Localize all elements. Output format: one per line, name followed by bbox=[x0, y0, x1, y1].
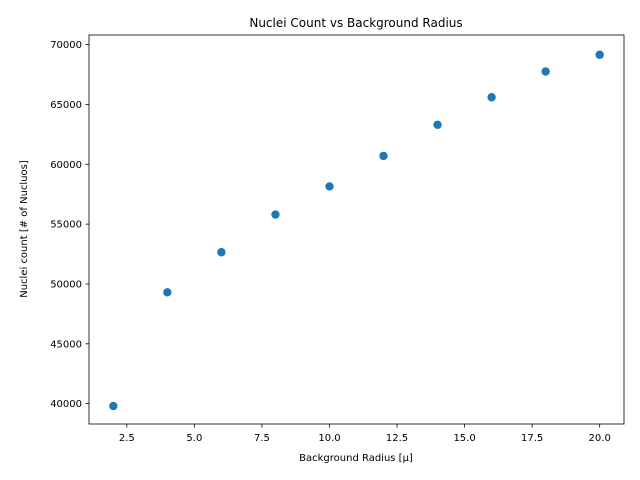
scatter-point bbox=[595, 50, 604, 59]
y-tick-label: 45000 bbox=[50, 339, 82, 350]
scatter-point bbox=[379, 151, 388, 161]
x-tick-label: 17.5 bbox=[521, 433, 543, 444]
scatter-point bbox=[487, 93, 496, 102]
y-tick-label: 50000 bbox=[50, 279, 82, 290]
x-tick-label: 10.0 bbox=[318, 433, 340, 444]
x-tick-label: 7.5 bbox=[254, 433, 270, 444]
data-points bbox=[109, 50, 604, 411]
y-axis-label: Nuclei count [# of Nucluos] bbox=[19, 160, 30, 298]
x-tick-label: 15.0 bbox=[453, 433, 475, 444]
y-axis-ticks: 40000 45000 50000 55000 60000 65000 70000 bbox=[50, 40, 89, 410]
y-tick-label: 70000 bbox=[50, 40, 82, 51]
x-tick-label: 2.5 bbox=[119, 433, 135, 444]
scatter-point bbox=[163, 288, 172, 297]
chart-title: Nuclei Count vs Background Radius bbox=[249, 16, 462, 30]
x-tick-label: 20.0 bbox=[589, 433, 611, 444]
x-tick-label: 5.0 bbox=[186, 433, 202, 444]
y-tick-label: 60000 bbox=[50, 160, 82, 171]
scatter-point bbox=[109, 401, 118, 411]
plot-area-frame bbox=[88, 34, 625, 425]
scatter-point bbox=[271, 210, 280, 219]
scatter-point bbox=[541, 67, 550, 76]
x-axis-ticks: 2.5 5.0 7.5 10.0 12.5 15.0 17.5 20.0 bbox=[119, 424, 611, 444]
scatter-point bbox=[433, 120, 442, 129]
x-axis-label: Background Radius [μ] bbox=[299, 453, 413, 464]
scatter-point bbox=[217, 248, 226, 257]
x-tick-label: 12.5 bbox=[386, 433, 408, 444]
y-tick-label: 40000 bbox=[50, 399, 82, 410]
y-tick-label: 55000 bbox=[50, 220, 82, 231]
scatter-point bbox=[325, 182, 334, 191]
y-tick-label: 65000 bbox=[50, 100, 82, 111]
